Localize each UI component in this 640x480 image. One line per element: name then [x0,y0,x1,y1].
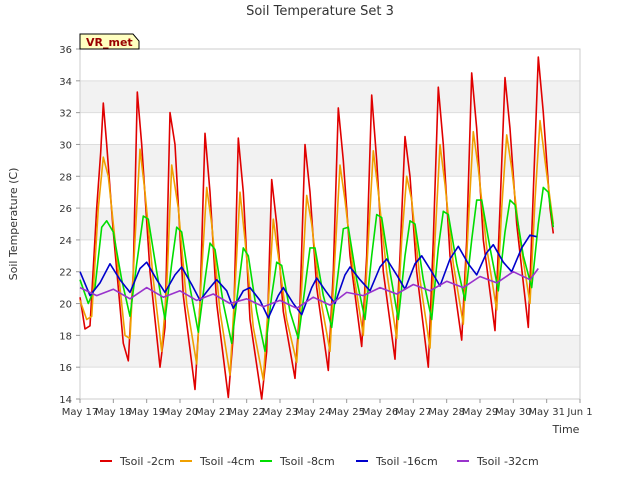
plot-band [80,144,580,177]
station-label: VR_met [79,33,140,50]
x-tick-label: May 22 [228,407,265,418]
y-tick-label: 16 [59,363,72,374]
legend: Tsoil -2cm Tsoil -4cm Tsoil -8cm Tsoil -16c… [100,455,539,468]
x-tick-label: May 18 [95,407,132,418]
chart-title: Soil Temperature Set 3 [246,4,394,19]
y-axis-label: Soil Temperature (C) [7,168,20,281]
legend-label-1: Tsoil -2cm [119,455,175,468]
series-line-4 [79,234,537,319]
x-tick-label: May 20 [162,407,199,418]
y-tick-label: 26 [59,204,72,215]
legend-label-3: Tsoil -8cm [279,455,335,468]
y-tick-label: 24 [59,236,72,247]
x-tick-label: May 30 [495,407,532,418]
plot-bands [80,80,580,368]
x-tick-label: May 24 [295,407,332,418]
x-tick-label: May 23 [262,407,299,418]
y-tick-label: 18 [59,331,72,342]
x-axis-label: Time [552,423,580,436]
station-label-text: VR_met [86,36,133,49]
series-line-2 [79,119,555,381]
x-tick-label: May 19 [128,407,165,418]
x-tick-label: May 26 [362,407,399,418]
legend-label-2: Tsoil -4cm [199,455,255,468]
plot-frame [79,48,581,400]
x-tick-label: Jun 1 [566,407,592,418]
y-tick-label: 14 [59,395,72,406]
y-tick-labels: 14 16 18 20 22 24 26 28 30 32 34 36 [59,45,80,406]
x-tick-label: May 27 [395,407,432,418]
y-tick-label: 36 [59,45,72,56]
x-tick-label: May 29 [462,407,499,418]
station-label-box [79,33,140,50]
y-tick-label: 34 [59,77,72,88]
x-tick-label: May 25 [328,407,365,418]
x-tick-label: May 17 [62,407,99,418]
x-tick-label: May 31 [528,407,565,418]
y-tick-label: 28 [59,172,72,183]
series-line-5 [79,268,539,310]
series-lines [79,56,555,400]
y-tick-label: 22 [59,268,72,279]
y-tick-label: 20 [59,300,72,311]
legend-label-5: Tsoil -32cm [476,455,539,468]
x-tick-label: May 21 [195,407,232,418]
y-tick-label: 32 [59,109,72,120]
series-line-3 [79,186,555,353]
legend-label-4: Tsoil -16cm [375,455,438,468]
x-tick-label: May 28 [428,407,465,418]
plot-band [80,80,580,113]
plot-band [80,208,580,240]
y-tick-label: 30 [59,140,72,151]
